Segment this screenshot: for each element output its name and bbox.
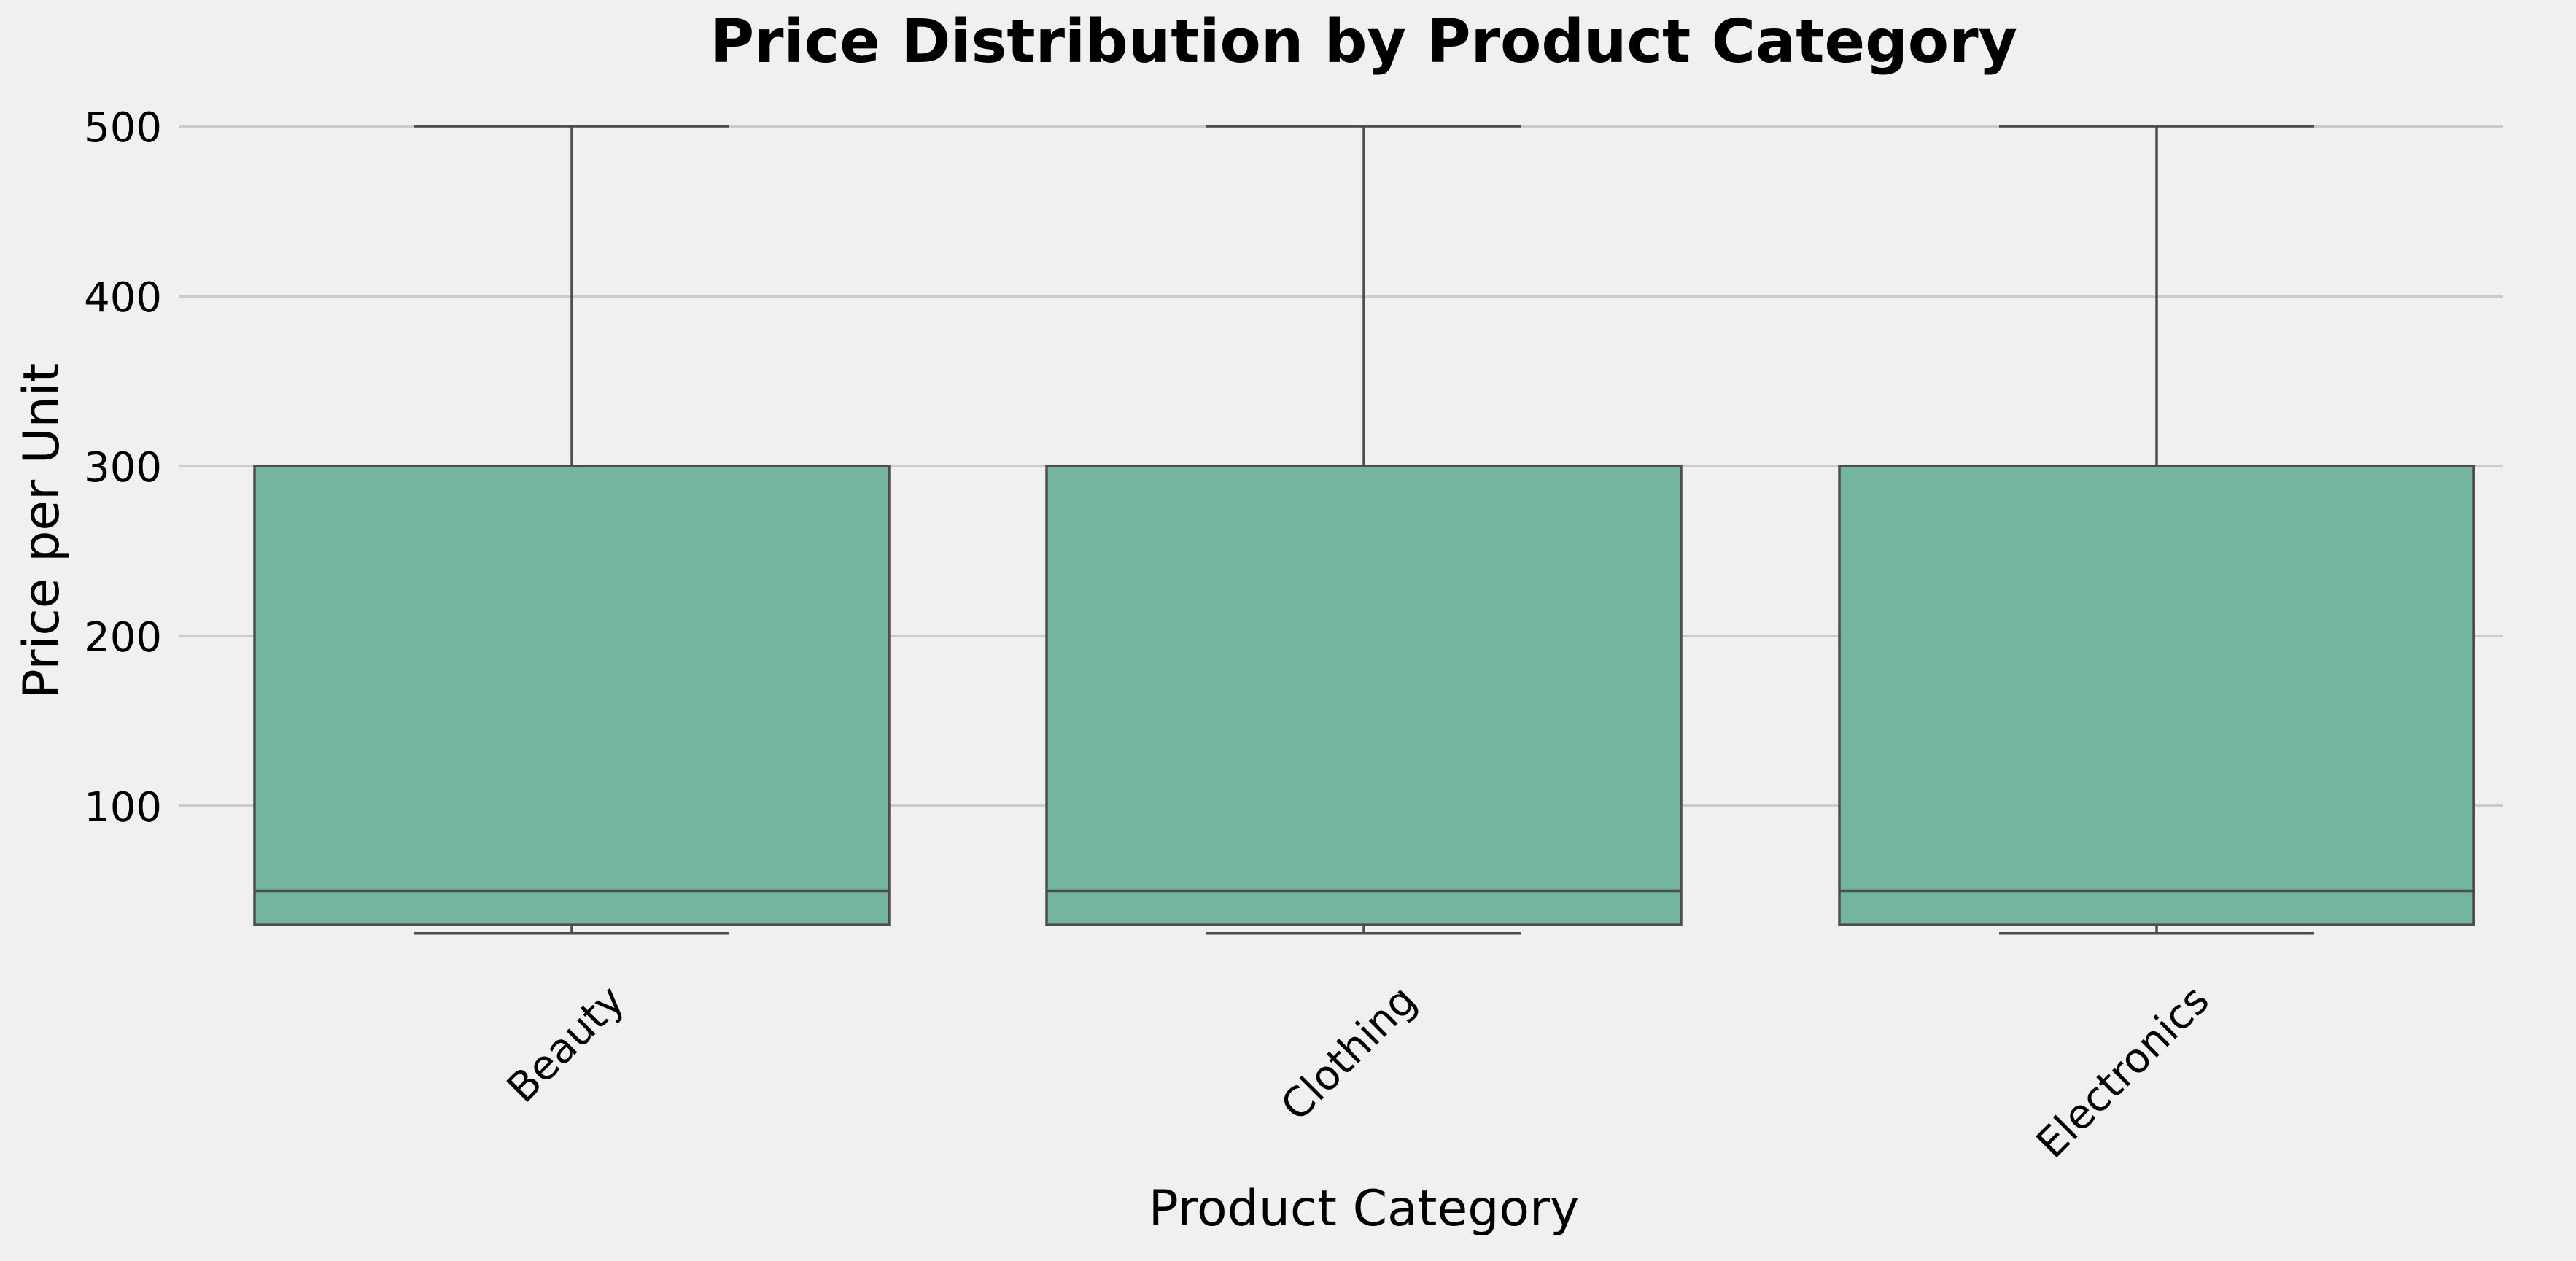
- box-iqr: [1045, 465, 1683, 926]
- box-clothing: [1045, 125, 1683, 935]
- boxes-layer: [253, 125, 2475, 935]
- y-axis-ticks: 100 200 300 400 500: [84, 104, 162, 831]
- y-axis-label: Price per Unit: [13, 363, 71, 699]
- chart-title: Price Distribution by Product Category: [710, 7, 2017, 77]
- x-axis-label: Product Category: [1149, 1180, 1579, 1238]
- box-iqr: [253, 465, 891, 926]
- box-beauty: [253, 125, 891, 935]
- y-tick-label-400: 400: [84, 274, 162, 322]
- box-iqr: [1838, 465, 2475, 926]
- box-electronics: [1838, 125, 2475, 935]
- y-tick-label-100: 100: [84, 784, 162, 831]
- y-tick-label-300: 300: [84, 444, 162, 492]
- y-tick-label-200: 200: [84, 614, 162, 661]
- y-tick-label-500: 500: [84, 104, 162, 152]
